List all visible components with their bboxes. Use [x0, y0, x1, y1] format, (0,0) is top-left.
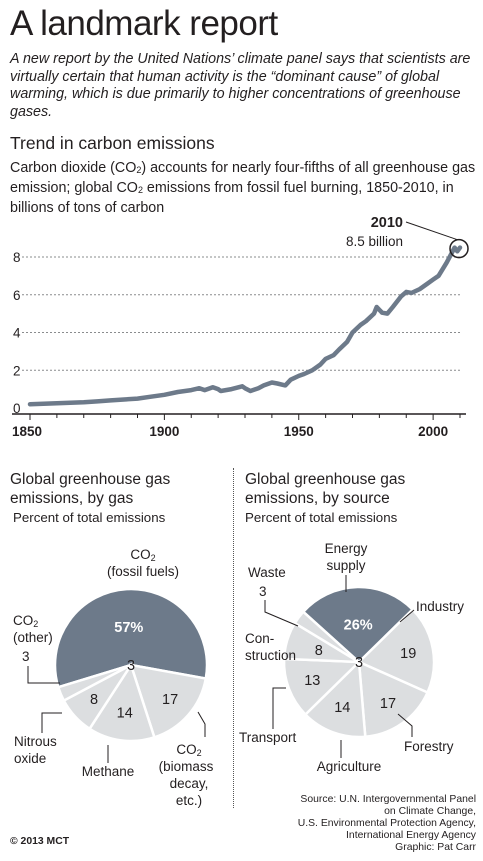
callout-year: 2010 — [371, 215, 403, 231]
pie-charts: 57% 17 14 8 3 26% 19 17 14 13 8 3 CO2 (fossil fuel… — [13, 541, 464, 808]
y-tick-label: 0 — [13, 401, 21, 416]
pie-value-methane: 14 — [117, 706, 133, 722]
pie-slice-co2-fossil-fuels — [53, 587, 209, 689]
pie-value-energy-supply: 26% — [344, 618, 373, 634]
label-co2-biomass-line4: etc.) — [176, 793, 202, 808]
column-divider — [233, 468, 234, 808]
pie-chart-gas: 57% 17 14 8 3 — [53, 587, 209, 743]
pie-value-construction: 8 — [315, 643, 323, 659]
label-agriculture: Agriculture — [317, 759, 382, 774]
pie-slice-forestry — [357, 659, 430, 739]
leader-co2-other — [27, 666, 60, 684]
copyright: © 2013 MCT — [10, 836, 70, 847]
pie-source-outer-labels: Energy supply Waste 3 Industry Con- stru… — [239, 541, 464, 774]
trend-desc-part2: ) accounts for nearly four-fifths of all… — [10, 160, 476, 196]
line-chart: 0 2 4 6 8 1850 1900 1950 2000 2010 8.5 billion — [12, 215, 469, 439]
x-tick-label: 1950 — [284, 424, 314, 439]
leader-transport — [272, 687, 286, 729]
pie-source-heading: Global greenhouse gas emissions, by sour… — [245, 471, 406, 507]
trend-desc-part1: Carbon dioxide (CO — [10, 160, 137, 176]
leader-waste — [264, 600, 299, 627]
label-co2-fossil-line2: (fossil fuels) — [107, 564, 179, 579]
label-forestry: Forestry — [404, 739, 454, 754]
pie-chart-source: 26% 19 17 14 13 8 3 — [282, 585, 436, 739]
label-waste-value: 3 — [259, 584, 267, 599]
label-construction-line2: struction — [245, 648, 296, 663]
pie-value-nitrous-oxide: 8 — [90, 692, 98, 708]
pie-slice-industry — [356, 607, 436, 695]
y-tick-label: 2 — [13, 363, 21, 378]
label-nitrous-line1: Nitrous — [14, 734, 57, 749]
line-chart-grid — [12, 256, 466, 415]
label-co2-biomass-line2: (biomass — [159, 759, 214, 774]
pie-value-co2-fossil-fuels: 57% — [114, 620, 143, 636]
trend-description: Carbon dioxide (CO2) accounts for nearly… — [10, 159, 480, 217]
leader-forestry — [397, 713, 413, 737]
pie-value-forestry: 17 — [380, 696, 396, 712]
label-construction-line1: Con- — [245, 631, 274, 646]
line-chart-y-ticks: 0 2 4 6 8 — [13, 250, 21, 416]
trend-heading: Trend in carbon emissions — [10, 133, 215, 153]
label-methane: Methane — [82, 764, 135, 779]
pie-gas-outer-labels: CO2 (fossil fuels) CO2 (other) 3 Nitrous… — [13, 547, 214, 808]
x-tick-label: 1900 — [149, 424, 179, 439]
y-tick-label: 6 — [13, 288, 21, 303]
intro-text: A new report by the United Nations’ clim… — [10, 51, 471, 120]
label-co2-other-line2: (other) — [13, 630, 53, 645]
callout-circle — [449, 238, 469, 259]
trend-desc-part3: emissions from fossil fuel burning, 1850… — [10, 180, 454, 216]
pie-slice-waste — [293, 610, 360, 664]
y-tick-label: 8 — [13, 250, 21, 265]
y-tick-label: 4 — [13, 326, 21, 341]
pie-gas-heading: Global greenhouse gas emissions, by gas — [10, 471, 171, 507]
pie-value-transport: 13 — [304, 673, 320, 689]
label-energy-line2: supply — [326, 558, 365, 573]
leader-co2-biomass — [197, 711, 206, 737]
line-series-emissions — [27, 245, 463, 407]
line-chart-x-ticks: 1850 1900 1950 2000 — [12, 414, 461, 439]
callout-leader-line — [405, 221, 458, 241]
x-tick-label: 1850 — [12, 424, 42, 439]
page-title: A landmark report — [10, 4, 278, 43]
pie-slice-methane — [87, 662, 156, 743]
source-credit: Source: U.N. Intergovernmental Panel on … — [297, 794, 476, 853]
label-co2-biomass-line3: decay, — [170, 776, 209, 791]
pie-slice-energy-supply — [301, 585, 415, 664]
trend-desc-sub2: 2 — [137, 185, 143, 195]
label-co2-other-line1: CO2 — [13, 613, 38, 629]
pie-value-waste: 3 — [355, 655, 363, 671]
callout-value: 8.5 billion — [346, 234, 403, 249]
label-industry: Industry — [416, 599, 464, 614]
trend-desc-sub1: 2 — [136, 165, 142, 175]
leader-industry — [399, 609, 415, 623]
leader-nitrous — [41, 712, 62, 733]
pie-value-agriculture: 14 — [334, 700, 350, 716]
pie-value-industry: 19 — [400, 646, 416, 662]
pie-slice-co2-other — [56, 663, 132, 703]
label-transport: Transport — [239, 730, 297, 745]
pie-value-co2-biomass: 17 — [162, 692, 178, 708]
pie-gas-subheading: Percent of total emissions — [13, 510, 166, 525]
label-nitrous-line2: oxide — [14, 751, 46, 766]
label-co2-other-value: 3 — [22, 649, 30, 664]
label-co2-fossil-line1: CO2 — [130, 547, 155, 563]
label-energy-line1: Energy — [325, 541, 368, 556]
pie-slice-agriculture — [303, 659, 367, 739]
pie-value-co2-other: 3 — [127, 658, 135, 674]
pie-source-subheading: Percent of total emissions — [245, 510, 398, 525]
label-waste: Waste — [248, 565, 286, 580]
label-co2-biomass-line1: CO2 — [176, 742, 201, 758]
x-tick-label: 2000 — [418, 424, 448, 439]
